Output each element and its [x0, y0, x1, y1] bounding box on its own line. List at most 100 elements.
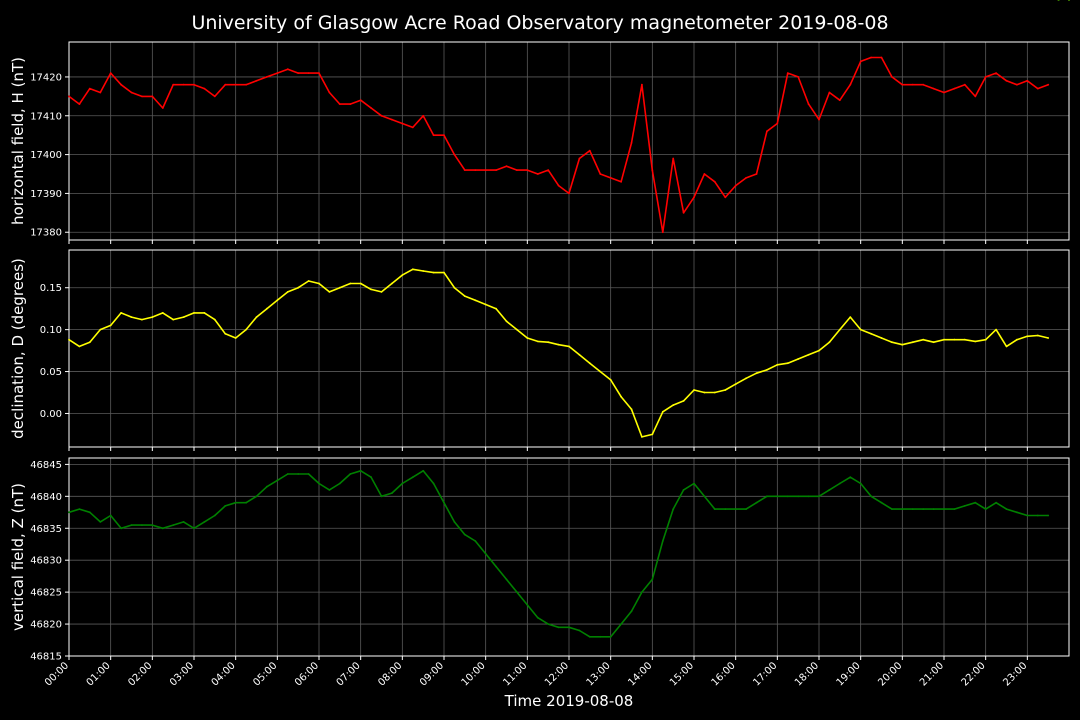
data-point [557, 184, 560, 187]
data-point [380, 114, 383, 117]
data-point [1005, 79, 1008, 82]
data-point [859, 328, 862, 331]
data-point [130, 91, 133, 94]
data-point [713, 391, 716, 394]
data-point [911, 83, 914, 86]
data-point [161, 312, 164, 314]
data-point [193, 83, 195, 86]
data-point [838, 328, 841, 331]
data-point [818, 495, 820, 498]
data-point [922, 338, 925, 341]
data-point [411, 268, 414, 271]
data-point [953, 338, 956, 341]
data-point [786, 362, 789, 365]
data-point [286, 473, 289, 475]
data-point [786, 495, 789, 498]
data-point [516, 169, 518, 172]
data-point [870, 332, 872, 335]
data-point [88, 511, 91, 514]
data-point [609, 635, 612, 638]
data-point [380, 495, 383, 498]
data-point [151, 95, 154, 98]
data-point [870, 56, 872, 59]
data-point [1036, 87, 1039, 90]
data-point [724, 389, 727, 391]
data-point [443, 134, 445, 137]
data-point [526, 604, 529, 606]
data-point [391, 118, 393, 121]
data-point [495, 307, 497, 310]
data-point [286, 68, 289, 71]
data-point [276, 72, 279, 74]
data-point [672, 404, 675, 406]
data-point [922, 508, 925, 510]
data-point [901, 83, 904, 86]
data-point [995, 72, 997, 74]
data-point [234, 83, 237, 86]
data-point [818, 349, 820, 352]
data-point [505, 165, 508, 168]
data-point [443, 271, 445, 274]
data-point [880, 56, 883, 59]
data-point [568, 626, 570, 629]
data-point [203, 312, 206, 314]
data-point [943, 338, 945, 341]
data-point [109, 72, 112, 74]
data-point [932, 341, 935, 344]
data-point [536, 340, 539, 343]
data-point [807, 353, 810, 356]
y-tick-label: 0.15 [40, 283, 62, 294]
y-tick-label: 0.10 [40, 325, 62, 336]
data-point [318, 282, 320, 285]
data-point [943, 508, 945, 510]
data-point [1026, 79, 1029, 82]
panel-frame [68, 457, 1070, 657]
data-point [713, 508, 716, 510]
data-point [766, 130, 768, 133]
data-point [213, 514, 216, 517]
y-tick-label: 46845 [30, 460, 62, 471]
data-point [130, 316, 133, 318]
data-point [776, 122, 779, 125]
data-point [172, 318, 175, 321]
y-tick-label: 0.05 [40, 367, 62, 378]
data-point [703, 173, 706, 175]
data-point [203, 87, 206, 90]
data-point [318, 482, 320, 485]
data-point [672, 508, 675, 510]
data-point [734, 383, 737, 385]
data-point [68, 95, 70, 98]
data-point [422, 114, 425, 117]
panel-frame [68, 249, 1070, 448]
data-point [99, 328, 102, 331]
y-tick-label: 46815 [30, 652, 62, 663]
data-point [974, 340, 977, 343]
data-point [526, 169, 529, 172]
data-point [568, 192, 570, 195]
data-point [963, 338, 966, 341]
data-point [276, 299, 279, 302]
data-point [786, 72, 789, 74]
data-point [620, 180, 622, 183]
data-point [536, 616, 539, 619]
data-point [891, 341, 893, 344]
y-tick-label: 46825 [30, 588, 62, 599]
data-point [255, 495, 258, 498]
data-point [766, 369, 768, 371]
data-point [547, 623, 550, 625]
data-point [391, 282, 393, 285]
data-point [182, 521, 185, 523]
data-point [516, 328, 518, 331]
data-point [682, 211, 685, 214]
data-point [349, 473, 352, 475]
data-point [432, 271, 435, 274]
data-point [245, 501, 248, 504]
data-point [224, 83, 227, 86]
data-point [109, 514, 112, 517]
data-point [359, 99, 362, 102]
data-point [391, 492, 393, 494]
data-point [599, 173, 602, 175]
data-point [141, 524, 143, 526]
